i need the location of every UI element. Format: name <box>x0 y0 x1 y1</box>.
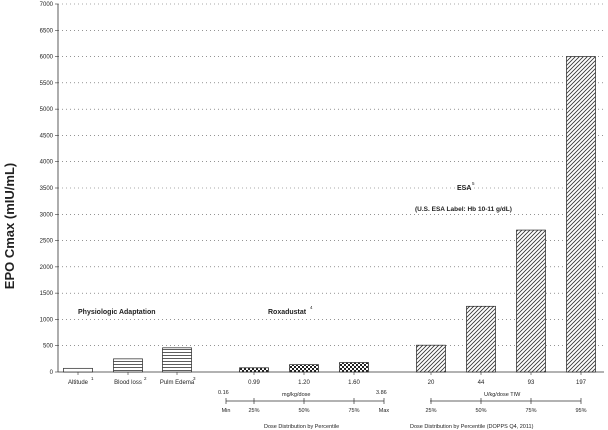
category-label: 44 <box>478 380 485 386</box>
bar-1-20 <box>289 364 319 373</box>
esa-caption: Dose Distribution by Percentile (DOPPS Q… <box>410 424 534 430</box>
y-tick-label: 2000 <box>40 265 54 271</box>
y-tick-label: 500 <box>43 344 54 350</box>
bar-93 <box>516 229 546 373</box>
roxadustat-percentile-label: Min <box>222 408 231 414</box>
y-tick-label: 6500 <box>40 28 54 34</box>
category-label-sup: 1 <box>91 376 94 381</box>
category-label: 0.99 <box>248 380 260 386</box>
annotation-physiologic: Physiologic Adaptation <box>78 309 156 316</box>
y-tick-label: 6000 <box>40 55 54 61</box>
category-label: Altitude <box>68 380 89 386</box>
roxadustat-unit: mg/kg/dose <box>282 392 310 398</box>
esa-percentile-label: 50% <box>475 408 486 414</box>
roxadustat-percentile-ticks: Min 25% 50% 75% Max <box>222 398 390 414</box>
roxadustat-percentile-label: 75% <box>348 408 359 414</box>
roxadustat-caption: Dose Distribution by Percentile <box>264 424 339 430</box>
bar-44 <box>466 305 496 373</box>
y-axis-label: EPO Cmax (mIU/mL) <box>2 163 17 289</box>
esa-percentile-ticks: 25% 50% 75% 95% <box>425 398 587 414</box>
category-label-sup: 3 <box>193 376 196 381</box>
bars <box>63 56 596 373</box>
bar-0-99 <box>239 367 269 373</box>
roxadustat-min-value: 0.16 <box>218 390 229 396</box>
esa-dose-axis: U/kg/dose TIW 25% 50% 75% 95% Dose Distribu… <box>410 392 587 430</box>
category-label: 20 <box>428 380 435 386</box>
y-tick-label: 5500 <box>40 81 54 87</box>
category-label: 197 <box>576 380 587 386</box>
bar-blood-loss <box>113 358 143 373</box>
esa-unit: U/kg/dose TIW <box>484 392 521 398</box>
y-tick-label: 1000 <box>40 317 54 323</box>
category-label: Blood loss <box>114 380 142 386</box>
annotation-roxadustat-group: Roxadustat 4 <box>268 305 313 316</box>
category-label-sup: 2 <box>144 376 147 381</box>
y-tick-labels: 0 500 1000 1500 2000 2500 3000 3500 4000 4500 5000… <box>40 2 58 376</box>
roxadustat-percentile-label: 50% <box>298 408 309 414</box>
y-tick-label: 3000 <box>40 212 54 218</box>
category-label: 93 <box>528 380 535 386</box>
bar-20 <box>416 344 446 373</box>
y-tick-label: 3500 <box>40 186 54 192</box>
category-label: Pulm Edema <box>160 380 195 386</box>
annotation-esa-label: (U.S. ESA Label: Hb 10-11 g/dL) <box>415 206 512 213</box>
y-tick-label: 7000 <box>40 2 54 8</box>
y-tick-label: 4000 <box>40 160 54 166</box>
roxadustat-dose-axis: 0.16 3.86 mg/kg/dose Min 25% 50% 75% Max Dos… <box>218 390 389 430</box>
bar-altitude <box>63 367 93 373</box>
category-label: 1.60 <box>348 380 360 386</box>
roxadustat-percentile-label: Max <box>379 408 390 414</box>
annotation-esa: ESA <box>457 185 471 192</box>
esa-percentile-label: 95% <box>575 408 586 414</box>
annotation-roxadustat: Roxadustat <box>268 309 307 316</box>
y-tick-label: 0 <box>50 370 54 376</box>
bar-197 <box>566 56 596 373</box>
category-label: 1.20 <box>298 380 310 386</box>
roxadustat-max-value: 3.86 <box>376 390 387 396</box>
y-tick-label: 4500 <box>40 133 54 139</box>
roxadustat-percentile-label: 25% <box>248 408 259 414</box>
y-tick-label: 2500 <box>40 239 54 245</box>
y-tick-label: 5000 <box>40 107 54 113</box>
esa-percentile-label: 25% <box>425 408 436 414</box>
annotation-esa-sup: 5 <box>472 181 475 186</box>
annotation-roxadustat-sup: 4 <box>310 305 313 310</box>
bar-pulm-edema <box>162 347 192 373</box>
bar-1-60 <box>339 362 369 373</box>
gridlines <box>58 3 604 347</box>
esa-percentile-label: 75% <box>525 408 536 414</box>
annotation-esa-group: ESA 5 <box>457 181 475 192</box>
y-tick-label: 1500 <box>40 291 54 297</box>
